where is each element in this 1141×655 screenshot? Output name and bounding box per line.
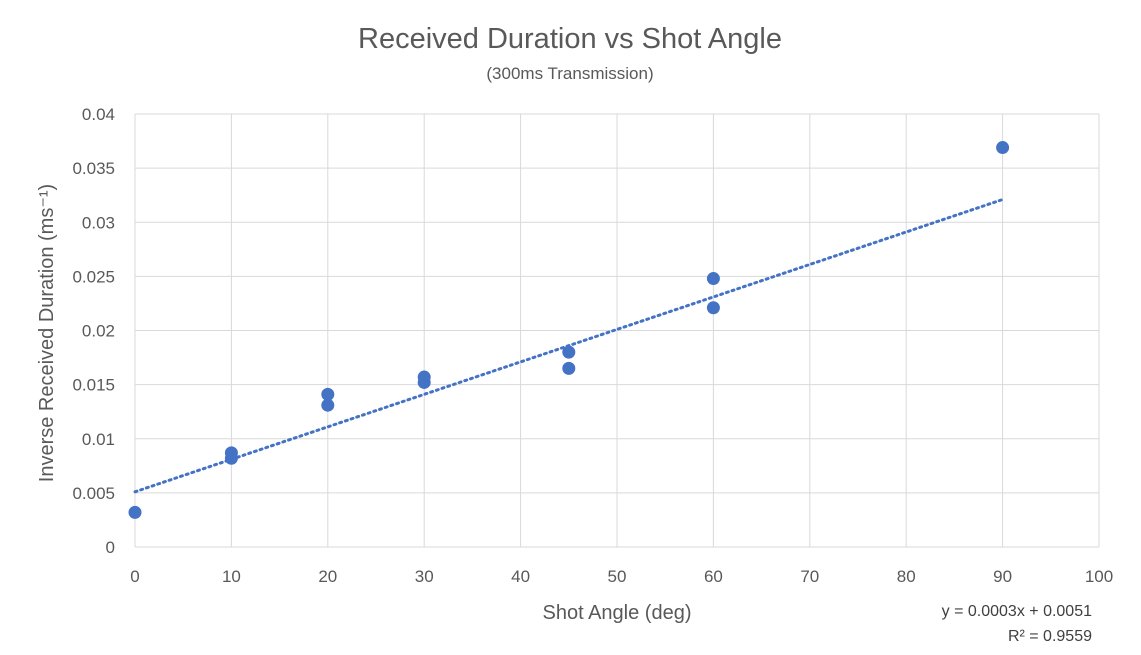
data-point bbox=[417, 375, 431, 389]
trendline-r2: R² = 0.9559 bbox=[1008, 628, 1092, 645]
y-tick-label: 0.015 bbox=[72, 376, 115, 395]
y-tick-label: 0 bbox=[106, 538, 115, 557]
data-point bbox=[562, 345, 576, 359]
chart-title: Received Duration vs Shot Angle bbox=[358, 23, 782, 55]
x-tick-label: 30 bbox=[415, 567, 434, 586]
x-tick-label: 100 bbox=[1085, 567, 1113, 586]
x-tick-label: 80 bbox=[897, 567, 916, 586]
data-point bbox=[128, 505, 142, 519]
x-tick-label: 40 bbox=[511, 567, 530, 586]
data-point bbox=[224, 451, 238, 465]
trendline-equation: y = 0.0003x + 0.0051 bbox=[942, 603, 1092, 620]
data-point bbox=[321, 387, 335, 401]
x-tick-label: 60 bbox=[704, 567, 723, 586]
data-point bbox=[321, 398, 335, 412]
x-tick-label: 10 bbox=[222, 567, 241, 586]
data-point bbox=[706, 272, 720, 286]
data-point bbox=[706, 301, 720, 315]
data-point bbox=[996, 141, 1010, 155]
x-tick-label: 20 bbox=[318, 567, 337, 586]
x-tick-label: 70 bbox=[800, 567, 819, 586]
x-tick-label: 0 bbox=[130, 567, 139, 586]
y-tick-label: 0.02 bbox=[82, 322, 115, 341]
y-tick-label: 0.005 bbox=[72, 484, 115, 503]
y-axis-title: Inverse Received Duration (ms⁻¹) bbox=[36, 184, 58, 482]
gridlines bbox=[134, 113, 1100, 548]
x-axis-title: Shot Angle (deg) bbox=[543, 602, 692, 624]
data-points bbox=[128, 141, 1010, 519]
data-point bbox=[562, 361, 576, 375]
y-tick-label: 0.03 bbox=[82, 213, 115, 232]
y-tick-label: 0.035 bbox=[72, 159, 115, 178]
y-tick-label: 0.025 bbox=[72, 267, 115, 286]
x-tick-labels: 0 10 20 30 40 50 60 70 80 90 100 bbox=[130, 567, 1113, 586]
x-tick-label: 90 bbox=[993, 567, 1012, 586]
y-tick-labels: 0 0.005 0.01 0.015 0.02 0.025 0.03 0.035 0.04 bbox=[72, 105, 115, 557]
x-tick-label: 50 bbox=[608, 567, 627, 586]
y-tick-label: 0.04 bbox=[82, 105, 115, 124]
chart-subtitle: (300ms Transmission) bbox=[486, 64, 653, 83]
y-tick-label: 0.01 bbox=[82, 430, 115, 449]
